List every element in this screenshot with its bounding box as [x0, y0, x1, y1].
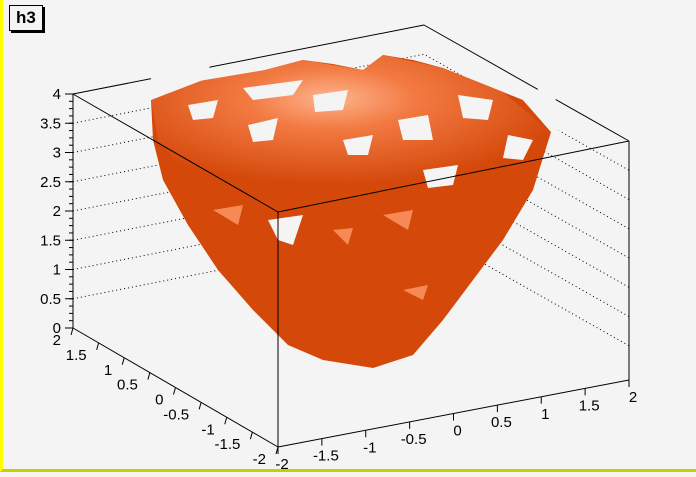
y-tick [198, 402, 202, 410]
z-tick-label: 0.5 [40, 291, 61, 308]
y-tick-label: -1 [201, 421, 214, 438]
x-tick-label: -0.5 [401, 431, 427, 448]
y-tick [224, 417, 228, 425]
z-tick-label: 3 [53, 145, 61, 162]
x-tick-label: 0 [453, 423, 461, 440]
y-tick-label: -1.5 [215, 436, 241, 453]
x-tick-label: 1.5 [579, 397, 600, 414]
x-tick-label: 0.5 [491, 414, 512, 431]
y-tick-label: 2 [53, 332, 61, 349]
z-tick-label: 1 [53, 262, 61, 279]
x-tick-label: -1 [363, 439, 376, 456]
y-tick [96, 342, 100, 351]
z-tick-label: 0 [53, 320, 61, 337]
y-tick-label: 1.5 [66, 347, 87, 364]
y-tick [249, 431, 253, 440]
y-tick-label: -2 [253, 451, 266, 468]
back-box-edges [72, 24, 630, 142]
y-tick [147, 372, 151, 380]
y-tick-label: 1 [104, 362, 112, 379]
y-tick-label: 0.5 [117, 377, 138, 394]
x-tick-label: -2 [275, 456, 288, 472]
x-tick-label: 1 [541, 406, 549, 423]
x-tick-label: 2 [629, 389, 637, 406]
y-tick-label: -0.5 [163, 406, 189, 423]
y-tick-label: 0 [155, 392, 163, 409]
z-tick-label: 1.5 [40, 232, 61, 249]
isosurface [151, 55, 563, 368]
z-tick-label: 3.5 [40, 115, 61, 132]
z-tick-label: 2 [53, 203, 61, 220]
z-tick-label: 2.5 [40, 174, 61, 191]
y-tick [121, 357, 125, 365]
histogram-title: h3 [9, 5, 43, 31]
y-tick [70, 327, 74, 336]
x-tick-label: -1.5 [313, 448, 339, 465]
y-tick [173, 387, 176, 395]
z-tick-label: 4 [53, 86, 61, 103]
